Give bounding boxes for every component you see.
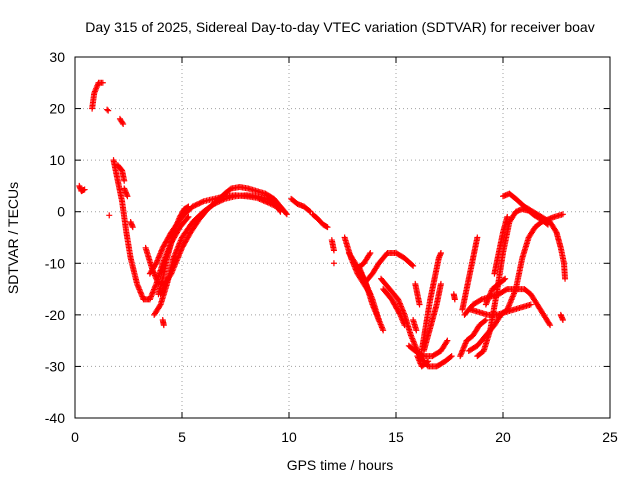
x-tick-label: 15	[388, 429, 404, 445]
data-point	[559, 317, 566, 324]
data-point	[527, 301, 534, 308]
y-tick-label: 10	[49, 152, 65, 168]
data-point	[366, 251, 373, 258]
data-point	[481, 317, 488, 324]
data-point	[552, 228, 559, 235]
data-marks	[76, 79, 569, 370]
data-point	[185, 213, 192, 220]
y-axis-label: SDTVAR / TECUs	[5, 182, 21, 294]
data-point	[477, 297, 484, 304]
data-point	[105, 107, 112, 114]
data-point	[119, 119, 126, 126]
data-point	[195, 200, 202, 207]
data-point	[413, 327, 420, 334]
data-point	[559, 211, 566, 218]
data-point	[501, 276, 508, 283]
data-point	[330, 247, 337, 254]
y-tick-label: 20	[49, 101, 65, 117]
x-tick-label: 0	[71, 429, 79, 445]
chart-title: Day 315 of 2025, Sidereal Day-to-day VTE…	[85, 19, 594, 35]
data-point	[184, 204, 191, 211]
data-point	[424, 359, 431, 366]
data-point	[196, 200, 203, 207]
data-point	[437, 280, 444, 287]
y-tick-label: -20	[45, 307, 65, 323]
y-tick-label: -40	[45, 410, 65, 426]
data-point	[104, 106, 111, 113]
data-point	[410, 262, 417, 269]
y-tick-label: 30	[49, 49, 65, 65]
data-point	[197, 199, 204, 206]
data-point	[443, 338, 450, 345]
data-point	[306, 207, 313, 214]
data-point	[503, 286, 510, 293]
y-tick-label: 0	[57, 204, 65, 220]
data-point	[192, 202, 199, 209]
data-point	[482, 317, 489, 324]
data-point	[380, 327, 387, 334]
data-point	[156, 302, 163, 309]
data-point	[193, 201, 200, 208]
data-point	[330, 260, 337, 267]
data-point	[444, 337, 451, 344]
data-point	[191, 202, 198, 209]
data-point	[504, 213, 511, 220]
plot-frame	[74, 56, 611, 419]
data-point	[323, 223, 330, 230]
data-point	[129, 224, 136, 231]
x-tick-label: 5	[178, 429, 186, 445]
data-point	[283, 211, 290, 218]
data-point	[99, 79, 106, 86]
data-point	[124, 193, 131, 200]
data-point	[502, 275, 509, 282]
data-point	[283, 210, 290, 217]
data-point	[419, 352, 426, 359]
x-tick-label: 20	[495, 429, 511, 445]
data-point	[199, 199, 206, 206]
data-point	[106, 212, 113, 219]
data-point	[409, 261, 416, 268]
data-point	[451, 296, 458, 303]
data-point	[81, 186, 88, 193]
data-point	[120, 121, 127, 128]
data-point	[437, 249, 444, 256]
data-point	[547, 322, 554, 329]
x-axis-label: GPS time / hours	[287, 457, 394, 473]
data-point	[375, 317, 382, 324]
data-point	[447, 353, 454, 360]
y-tick-label: -10	[45, 255, 65, 271]
data-point	[425, 358, 432, 365]
data-point	[324, 224, 331, 231]
x-tick-label: 10	[281, 429, 297, 445]
data-point	[184, 215, 191, 222]
data-point	[152, 261, 159, 268]
data-point	[416, 301, 423, 308]
data-point	[367, 249, 374, 256]
data-point	[121, 177, 128, 184]
y-tick-label: -30	[45, 358, 65, 374]
axis-ticks: 0 5 10 15 20 25 -40 -30 -20 -10 0 10 20 30	[45, 49, 618, 445]
data-point	[160, 322, 167, 329]
x-tick-label: 25	[602, 429, 618, 445]
data-point	[448, 353, 455, 360]
data-point	[474, 234, 481, 241]
data-point	[546, 320, 553, 327]
data-point	[185, 203, 192, 210]
data-point	[562, 275, 569, 282]
